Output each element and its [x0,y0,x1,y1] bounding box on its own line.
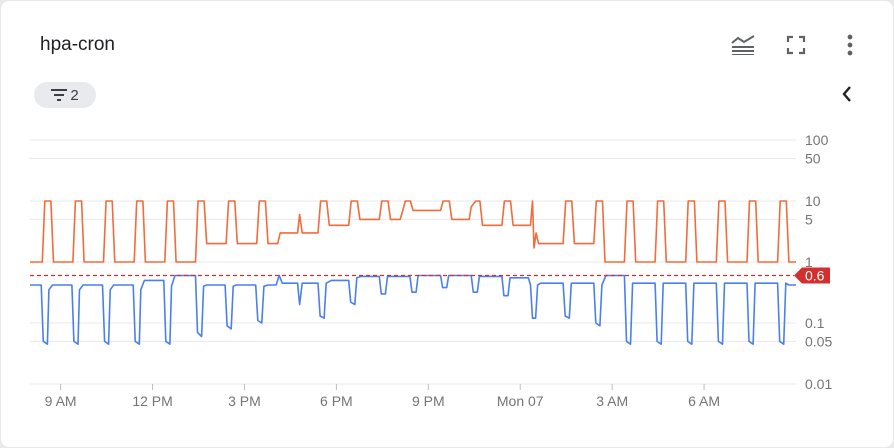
y-tick-label: 10 [805,193,821,209]
y-tick-label: 0.1 [805,315,825,331]
y-tick-label: 0.05 [805,333,832,349]
filter-count: 2 [70,86,79,104]
filter-list-icon [51,89,68,101]
series-line-1 [30,200,796,263]
threshold-group: 0.6 [30,267,830,284]
chart-title: hpa-cron [40,34,115,55]
y-tick-label: 1 [805,254,813,270]
fullscreen-icon [786,35,806,55]
x-tick-label: 6 AM [688,393,720,409]
more-options-button[interactable] [834,29,866,61]
y-tick-label: 0.01 [805,376,832,392]
y-axis-ticks: 100 50 10 5 1 0.1 0.05 0.01 [805,132,832,392]
collapse-panel-button[interactable] [831,78,863,110]
threshold-label: 0.6 [805,268,825,284]
x-tick-label: 12 PM [132,393,172,409]
y-tick-label: 5 [805,211,813,227]
x-tick-label: Mon 07 [497,393,544,409]
x-tick-label: 3 AM [596,393,628,409]
x-tick-label: 3 PM [228,393,261,409]
legend-lines-icon [731,35,755,55]
fullscreen-button[interactable] [780,29,812,61]
threshold-badge [794,267,830,284]
x-tick-label: 6 PM [320,393,353,409]
y-tick-label: 100 [805,132,829,148]
series-line-2 [30,274,796,345]
more-vert-icon [847,34,853,56]
x-axis-ticks: 9 AM 12 PM 3 PM 6 PM 9 PM Mon 07 3 AM 6 AM [45,384,720,409]
series-group [30,200,796,345]
x-tick-label: 9 AM [45,393,77,409]
chevron-left-icon [842,86,851,102]
filter-chip[interactable]: 2 [34,82,96,108]
y-tick-label: 50 [805,150,821,166]
legend-toggle-button[interactable] [727,29,759,61]
x-tick-label: 9 PM [412,393,445,409]
